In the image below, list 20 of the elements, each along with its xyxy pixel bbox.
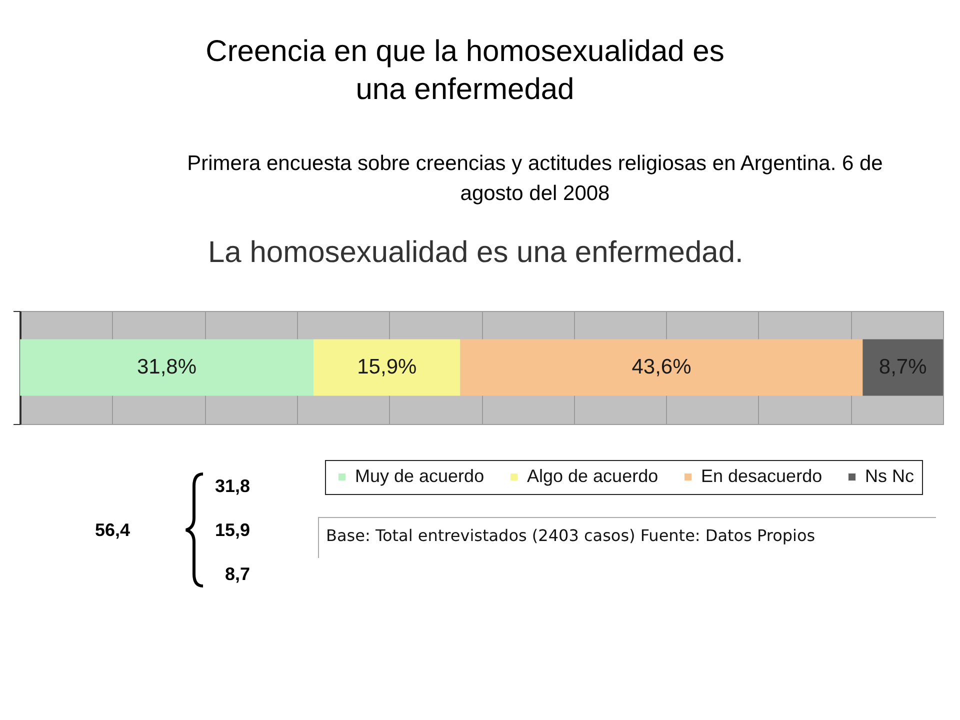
legend-label: Muy de acuerdo	[355, 466, 484, 486]
bar	[460, 339, 863, 396]
data-label: 31,8%	[136, 356, 197, 378]
legend-label: Ns Nc	[865, 466, 914, 486]
legend-label: En desacuerdo	[701, 466, 822, 486]
text: 56,4	[94, 520, 130, 541]
text: 15,9	[214, 520, 250, 541]
bar	[862, 339, 943, 396]
text: Base: Total entrevistados (2403 casos) Fuente: Datos Propios	[318, 517, 936, 558]
chart-title: Creencia en que la homosexualidad es una enfermedad	[204, 34, 726, 108]
data-label: 15,9%	[357, 356, 417, 378]
text: 8,7	[224, 564, 250, 585]
chart-subtitle: Primera encuesta sobre creencias y actitudes religiosas en Argentina. 6 de agosto del 2008	[186, 151, 884, 207]
data-label: 8,7%	[878, 356, 927, 378]
text: La homosexualidad es una enfermedad.	[208, 236, 744, 270]
bar	[20, 339, 314, 396]
data-label: 43,6%	[632, 356, 692, 378]
bar	[314, 339, 460, 396]
legend-label: Algo de acuerdo	[527, 466, 658, 486]
text: 31,8	[214, 476, 250, 497]
